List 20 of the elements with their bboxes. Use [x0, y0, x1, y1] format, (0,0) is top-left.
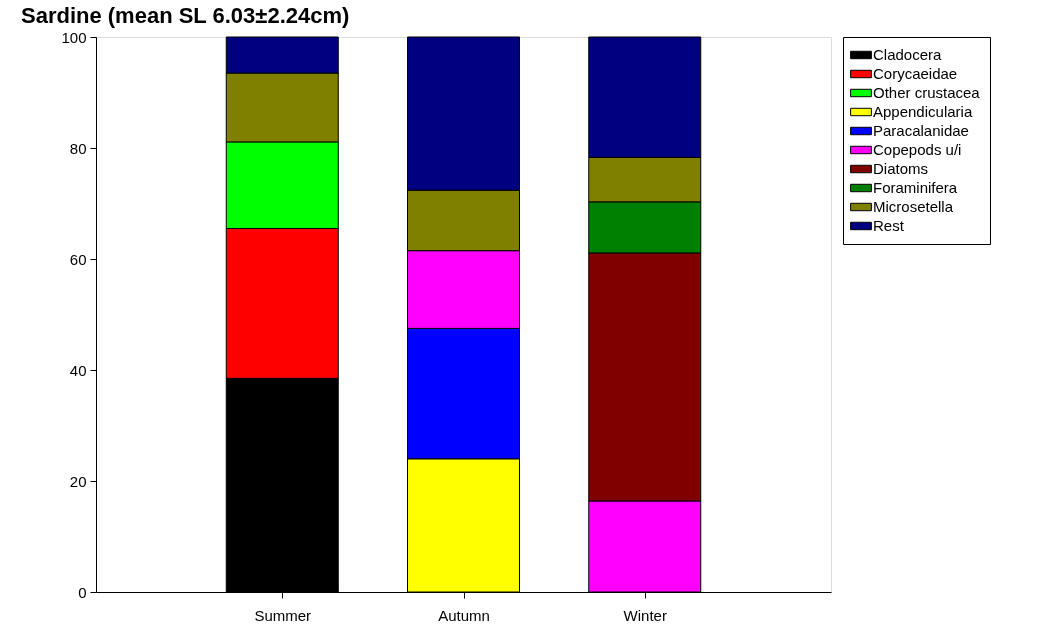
legend-label: Diatoms	[873, 160, 929, 177]
y-tick-label: 80	[69, 139, 87, 157]
legend-label: Paracalanidae	[873, 122, 969, 139]
x-tick-label: Autumn	[438, 606, 490, 624]
x-tick-label: Summer	[254, 606, 312, 624]
legend-label: Microsetella	[873, 198, 954, 215]
legend-label: Other crustacea	[873, 84, 981, 101]
y-tick-label: 0	[78, 583, 87, 601]
legend-label: Foraminifera	[873, 179, 958, 196]
y-tick-label: 20	[69, 472, 87, 490]
chart-title: Sardine (mean SL 6.03±2.24cm)	[20, 3, 350, 28]
legend-label: Corycaeidae	[873, 65, 958, 82]
y-tick-label: 60	[69, 250, 87, 268]
legend-label: Appendicularia	[873, 103, 973, 120]
legend-label: Rest	[873, 217, 905, 234]
legend-label: Copepods u/i	[873, 141, 962, 158]
y-tick-label: 40	[69, 361, 87, 379]
y-tick-label: 100	[61, 28, 87, 46]
x-tick-label: Winter	[623, 606, 667, 624]
legend-label: Cladocera	[873, 46, 943, 63]
